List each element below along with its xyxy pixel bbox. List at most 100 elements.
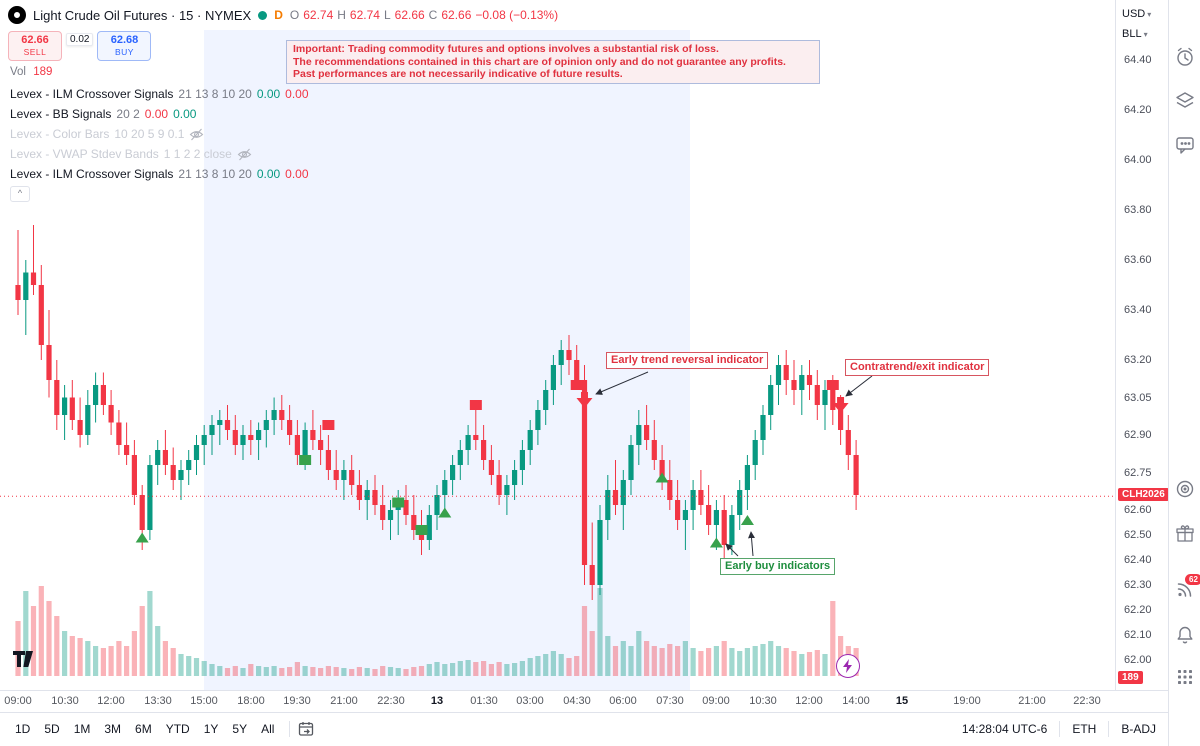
price-label: 62.75 <box>1124 466 1152 479</box>
indicator-title[interactable]: Levex - BB Signals <box>10 107 112 121</box>
volume-axis-badge: 189 <box>1118 671 1143 684</box>
callout-arrow <box>595 371 649 395</box>
time-label: 03:00 <box>516 695 544 707</box>
unit-value: BLL <box>1122 28 1142 40</box>
tradingview-logo[interactable] <box>12 650 36 668</box>
price-label: 62.40 <box>1124 554 1152 566</box>
legend-row-2[interactable]: Levex - Color Bars 10 20 5 9 0.1 <box>10 124 309 144</box>
legend-row-0[interactable]: Levex - ILM Crossover Signals 21 13 8 10 … <box>10 84 309 104</box>
time-label: 21:00 <box>330 695 358 707</box>
price-label: 62.60 <box>1124 504 1152 516</box>
chat-icon[interactable] <box>1174 134 1196 156</box>
range-YTD[interactable]: YTD <box>165 722 190 736</box>
apps-grid-icon[interactable] <box>1174 666 1196 688</box>
legend-row-4[interactable]: Levex - ILM Crossover Signals 21 13 8 10 … <box>10 164 309 184</box>
bell-icon[interactable] <box>1174 624 1196 646</box>
range-5Y[interactable]: 5Y <box>232 722 248 736</box>
indicator-title[interactable]: Levex - ILM Crossover Signals <box>10 87 174 101</box>
legend-collapse-button[interactable]: ^ <box>10 186 30 202</box>
volume-value: 189 <box>33 66 53 78</box>
legend-row-1[interactable]: Levex - BB Signals 20 2 0.00 0.00 <box>10 104 309 124</box>
indicator-title[interactable]: Levex - VWAP Stdev Bands <box>10 147 159 161</box>
disclaimer-line-1: Important: Trading commodity futures and… <box>293 43 719 55</box>
price-label: 62.00 <box>1124 654 1152 666</box>
data-delay-flag[interactable]: D <box>274 8 283 22</box>
visibility-off-icon[interactable] <box>237 148 252 161</box>
time-label: 13:30 <box>144 695 172 707</box>
time-label: 18:00 <box>237 695 265 707</box>
session-toggle[interactable]: ETH <box>1072 722 1097 736</box>
legend-row-3[interactable]: Levex - VWAP Stdev Bands 1 1 2 2 close <box>10 144 309 164</box>
layers-icon[interactable] <box>1174 90 1196 112</box>
low-value: 62.66 <box>394 8 425 22</box>
annotation-contratrend-exit[interactable]: Contratrend/exit indicator <box>845 359 990 376</box>
time-label: 22:30 <box>1073 695 1101 707</box>
time-label: 22:30 <box>377 695 405 707</box>
divider <box>1059 721 1061 737</box>
callout-arrow <box>725 543 739 557</box>
price-label: 62.30 <box>1124 579 1152 591</box>
instant-trading-icon[interactable] <box>836 654 860 678</box>
annotation-early-buy[interactable]: Early buy indicators <box>720 558 836 575</box>
symbol-logo[interactable] <box>8 6 26 24</box>
price-label: 64.00 <box>1124 154 1152 166</box>
ohlc-readout: O 62.74 H 62.74 L 62.66 C 62.66 −0.08 (−0.13… <box>290 8 558 22</box>
indicator-params: 10 20 5 9 0.1 <box>114 127 185 141</box>
callout-arrow <box>748 531 755 557</box>
price-axis[interactable]: USD ▾ BLL ▾ 64.40 64.20 64.00 63.80 63.60 63.40… <box>1115 0 1169 690</box>
price-label: 63.40 <box>1124 304 1152 316</box>
time-label: 14:00 <box>842 695 870 707</box>
broadcast-icon[interactable] <box>1174 578 1196 600</box>
chevron-down-icon: ▾ <box>1147 9 1152 19</box>
time-label: 10:30 <box>749 695 777 707</box>
notification-count-badge: 62 <box>1185 574 1200 585</box>
divider <box>1108 721 1110 737</box>
sell-label: SELL <box>23 47 47 57</box>
chart-header: Light Crude Oil Futures · 15 · NYMEX D O… <box>8 6 558 24</box>
open-label: O <box>289 8 300 22</box>
signal-markers <box>135 380 849 548</box>
symbol-title[interactable]: Light Crude Oil Futures · 15 · NYMEX <box>33 7 252 23</box>
chart-pane[interactable]: Light Crude Oil Futures · 15 · NYMEX D O… <box>0 0 1115 690</box>
sell-button[interactable]: 62.66 SELL <box>8 31 62 61</box>
range-1Y[interactable]: 1Y <box>203 722 219 736</box>
annotation-trend-reversal[interactable]: Early trend reversal indicator <box>606 352 769 369</box>
time-axis[interactable]: 09:00 10:30 12:00 13:30 15:00 18:00 19:30 21:00… <box>0 690 1168 713</box>
market-status-dot <box>258 10 268 20</box>
range-1M[interactable]: 1M <box>73 722 91 736</box>
adjustment-toggle[interactable]: B-ADJ <box>1121 722 1156 736</box>
indicator-legend: Levex - ILM Crossover Signals 21 13 8 10 … <box>10 84 309 184</box>
range-5D[interactable]: 5D <box>44 722 60 736</box>
indicator-title[interactable]: Levex - Color Bars <box>10 127 110 141</box>
range-6M[interactable]: 6M <box>135 722 152 736</box>
indicator-value: 0.00 <box>256 87 281 101</box>
volume-readout: Vol 189 <box>10 66 52 78</box>
visibility-off-icon[interactable] <box>189 128 204 141</box>
gift-icon[interactable] <box>1174 523 1196 545</box>
price-label: 63.60 <box>1124 254 1152 266</box>
toolbar-right: 14:28:04 UTC-6 ETH B-ADJ <box>958 721 1160 737</box>
time-label: 04:30 <box>563 695 591 707</box>
right-sidebar: 62 <box>1168 0 1200 746</box>
currency-selector[interactable]: USD ▾ <box>1122 8 1151 20</box>
time-label: 19:30 <box>283 695 311 707</box>
go-to-date-icon[interactable] <box>298 721 315 737</box>
clock-display[interactable]: 14:28:04 UTC-6 <box>961 722 1048 736</box>
range-1D[interactable]: 1D <box>15 722 31 736</box>
range-All[interactable]: All <box>261 722 275 736</box>
price-label: 62.50 <box>1124 529 1152 541</box>
high-label: H <box>337 8 346 22</box>
alarm-clock-icon[interactable] <box>1174 46 1196 68</box>
unit-selector[interactable]: BLL ▾ <box>1122 28 1148 40</box>
price-label: 62.90 <box>1124 429 1152 441</box>
time-label: 21:00 <box>1018 695 1046 707</box>
indicator-title[interactable]: Levex - ILM Crossover Signals <box>10 167 174 181</box>
currency-value: USD <box>1122 8 1146 20</box>
disclaimer-note: Important: Trading commodity futures and… <box>286 40 820 84</box>
indicator-value: 0.00 <box>173 107 197 121</box>
range-3M[interactable]: 3M <box>104 722 122 736</box>
target-icon[interactable] <box>1174 478 1196 500</box>
buy-button[interactable]: 62.68 BUY <box>97 31 152 61</box>
indicator-value: 0.00 <box>285 167 309 181</box>
